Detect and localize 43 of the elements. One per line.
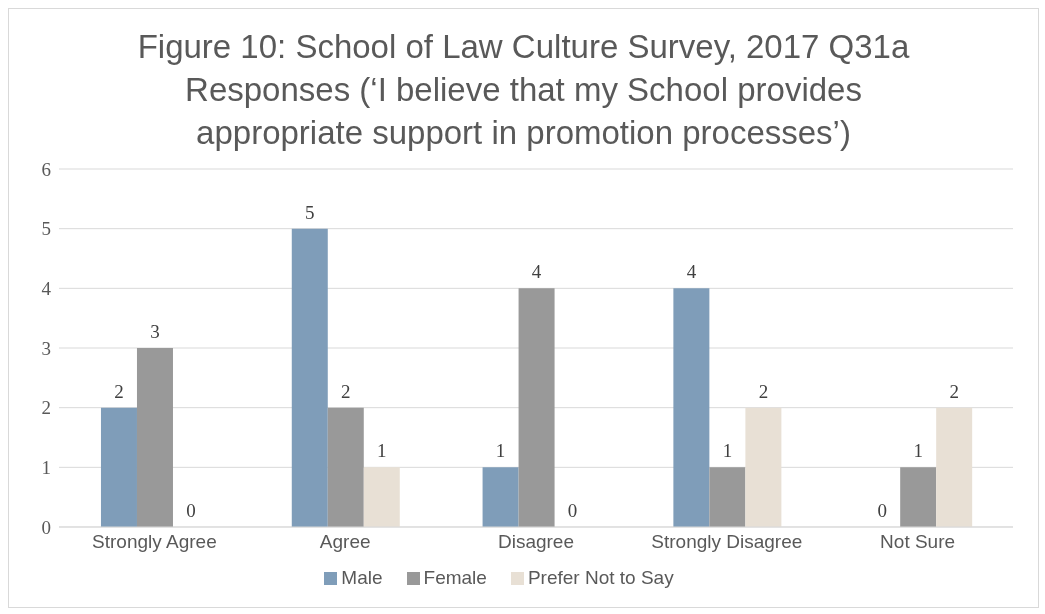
- data-label: 0: [567, 499, 578, 521]
- bar: [709, 467, 746, 527]
- x-tick-label: Agree: [319, 531, 371, 553]
- y-tick-label: 2: [41, 397, 51, 419]
- data-label: 1: [913, 440, 923, 462]
- data-label: 3: [150, 321, 160, 342]
- data-label: 2: [341, 380, 351, 402]
- bar: [327, 407, 364, 527]
- bar: [518, 288, 555, 527]
- chart-title: Figure 10: School of Law Culture Survey, 2017 Q31a Responses (‘I believe that my School provides appropriate support in promotion processes’): [136, 27, 911, 153]
- y-tick-label: 5: [41, 218, 51, 240]
- x-tick-label: Disagree: [497, 531, 575, 553]
- data-label: 1: [495, 440, 506, 462]
- y-tick-label: 4: [41, 278, 52, 300]
- bar: [936, 407, 973, 527]
- bar: [482, 467, 519, 527]
- data-label: 2: [949, 380, 959, 402]
- y-tick-label: 3: [41, 337, 51, 359]
- data-label: 5: [305, 201, 315, 223]
- bar: [100, 407, 137, 527]
- x-tick-label: Strongly Agree: [92, 531, 217, 553]
- data-label: 0: [877, 499, 887, 521]
- data-label: 0: [186, 499, 196, 521]
- data-label: 1: [722, 440, 733, 462]
- bar: [900, 467, 937, 527]
- y-tick-label: 1: [41, 457, 51, 479]
- y-tick-label: 0: [41, 516, 51, 538]
- data-label: 4: [686, 261, 697, 283]
- data-label: 2: [114, 380, 124, 402]
- x-tick-label: Not Sure: [880, 531, 956, 553]
- y-tick-label: 6: [41, 158, 51, 180]
- legend-label: Male: [341, 567, 383, 588]
- bar: [745, 407, 782, 527]
- data-label: 4: [531, 261, 542, 283]
- bar: [363, 467, 400, 527]
- legend-label: Female: [423, 567, 487, 588]
- x-tick-label: Strongly Disagree: [651, 531, 803, 553]
- data-label: 2: [758, 380, 769, 402]
- bar: [673, 288, 710, 527]
- bar: [291, 228, 328, 527]
- legend-label: Prefer Not to Say: [527, 567, 674, 588]
- bar: [136, 348, 173, 527]
- data-label: 1: [377, 440, 387, 462]
